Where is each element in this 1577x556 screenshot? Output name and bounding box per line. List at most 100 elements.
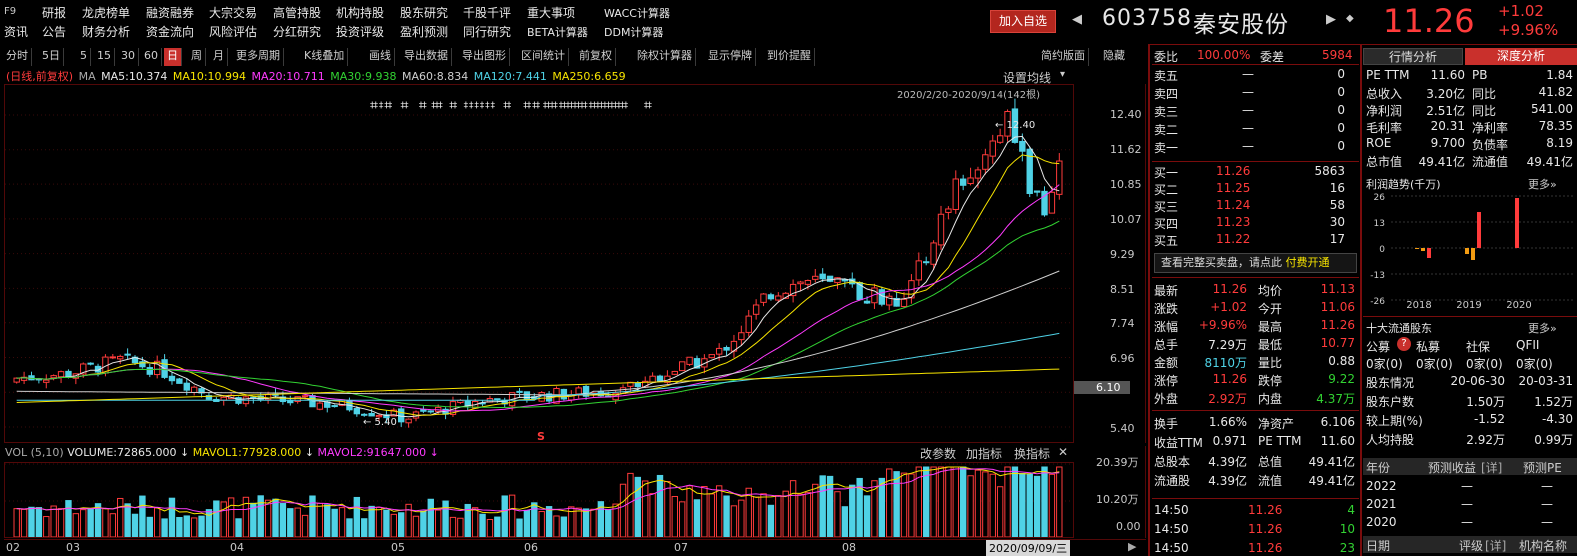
volume-bar bbox=[782, 490, 789, 537]
price-tick: 7.74 bbox=[1110, 317, 1135, 330]
simple-layout-button[interactable]: 简约版面 bbox=[1038, 48, 1089, 66]
kline-chart-svg[interactable]: ← 12.40 ← 5.40 S bbox=[5, 85, 1073, 442]
range-stats-button[interactable]: 区间统计 bbox=[518, 48, 569, 66]
tab-5min[interactable]: 5 bbox=[77, 48, 91, 66]
order-label: 买五 bbox=[1154, 234, 1179, 248]
menu-item[interactable]: 分红研究 bbox=[273, 25, 322, 39]
menu-item[interactable]: 龙虎榜单 bbox=[82, 6, 131, 20]
export-image-button[interactable]: 导出图形 bbox=[459, 48, 510, 66]
help-icon[interactable]: ? bbox=[1397, 337, 1411, 351]
tab-daily[interactable]: 日 bbox=[164, 48, 182, 66]
volume-bar bbox=[346, 518, 353, 537]
volume-bar bbox=[205, 509, 213, 537]
candle-body bbox=[1041, 190, 1048, 216]
scroll-right-icon[interactable]: ▶ bbox=[1128, 540, 1137, 553]
order-volume: 0 bbox=[1337, 67, 1345, 81]
menu-item[interactable]: 研报 bbox=[42, 6, 67, 20]
holders-more-link[interactable]: 更多» bbox=[1528, 322, 1557, 335]
volume-bar bbox=[856, 477, 863, 537]
candle-body bbox=[797, 281, 804, 285]
next-stock-icon[interactable]: ▶ bbox=[1326, 12, 1336, 27]
holder-type[interactable]: 社保 bbox=[1466, 340, 1491, 354]
menu-item[interactable]: WACC计算器 bbox=[604, 7, 670, 20]
close-icon[interactable]: ✕ bbox=[1058, 445, 1069, 459]
menu-item[interactable]: 机构持股 bbox=[336, 6, 385, 20]
volume-chart-area[interactable] bbox=[4, 462, 1074, 538]
profit-more-link[interactable]: 更多» bbox=[1528, 178, 1557, 191]
quote-value: +1.02 bbox=[1210, 300, 1247, 314]
sell-marker[interactable]: S bbox=[537, 430, 545, 442]
menu-item[interactable]: 高管持股 bbox=[273, 6, 322, 20]
candle-body bbox=[945, 208, 952, 213]
add-watchlist-button[interactable]: 加入自选 bbox=[990, 10, 1056, 33]
volume-bar bbox=[272, 498, 279, 537]
menu-item[interactable]: 资讯 bbox=[4, 25, 29, 39]
ex-rights-calculator-button[interactable]: 除权计算器 bbox=[634, 48, 696, 66]
volume-bar bbox=[501, 495, 508, 537]
menu-item[interactable]: DDM计算器 bbox=[604, 26, 664, 39]
stock-menu-icon[interactable]: ◆ bbox=[1346, 13, 1354, 24]
menu-item[interactable]: 盈利预测 bbox=[400, 25, 449, 39]
tab-deep-analysis[interactable]: 深度分析 bbox=[1465, 48, 1577, 65]
weibi-value: 100.00% bbox=[1197, 48, 1251, 62]
volume-bar bbox=[368, 505, 375, 537]
event-markers[interactable]: ‡‡ ‡ ‡‡ ‡‡ ‡‡ ‡‡‡ ‡‡ ‡ ‡ ‡ ‡ ‡ ‡ ‡‡ ‡‡ ‡… bbox=[370, 101, 652, 111]
menu-item[interactable]: 重大事项 bbox=[527, 6, 576, 20]
menu-item[interactable]: 公告 bbox=[42, 25, 67, 39]
menu-item[interactable]: 同行研究 bbox=[463, 25, 512, 39]
kline-chart-area[interactable]: ← 12.40 ← 5.40 S bbox=[4, 84, 1074, 443]
hide-button[interactable]: 隐藏 bbox=[1103, 49, 1125, 62]
candle-body bbox=[634, 382, 642, 387]
tab-intraday[interactable]: 分时 bbox=[3, 48, 32, 66]
volume-bar bbox=[398, 512, 405, 537]
holder-info-value: -4.30 bbox=[1541, 412, 1573, 426]
candle-body bbox=[353, 408, 361, 415]
tab-15min[interactable]: 15 bbox=[94, 48, 115, 66]
menu-item[interactable]: 大宗交易 bbox=[209, 6, 258, 20]
chevron-down-icon[interactable]: ▾ bbox=[1060, 69, 1066, 80]
ma-settings-dropdown[interactable]: 设置均线 bbox=[1003, 71, 1052, 85]
menu-item[interactable]: 千股千评 bbox=[463, 6, 512, 20]
switch-indicator-button[interactable]: 换指标 bbox=[1014, 447, 1051, 461]
tab-5day[interactable]: 5日 bbox=[39, 48, 64, 66]
holder-type[interactable]: QFII bbox=[1516, 338, 1540, 352]
candle-body bbox=[752, 304, 760, 315]
candle-body bbox=[124, 353, 131, 356]
holder-type[interactable]: 私募 bbox=[1416, 340, 1441, 354]
tab-weekly[interactable]: 周 bbox=[188, 48, 206, 66]
kline-overlay-dropdown[interactable]: K线叠加 bbox=[301, 48, 349, 66]
rating-detail-link[interactable]: [详] bbox=[1485, 539, 1507, 553]
holder-type[interactable]: 公募 bbox=[1366, 340, 1391, 354]
forecast-detail-link[interactable]: [详] bbox=[1481, 461, 1503, 475]
volume-bar bbox=[775, 495, 782, 537]
tab-60min[interactable]: 60 bbox=[141, 48, 162, 66]
profit-year-label: 2019 bbox=[1456, 300, 1481, 310]
quote-value: 11.13 bbox=[1320, 282, 1355, 296]
tab-monthly[interactable]: 月 bbox=[210, 48, 228, 66]
edit-params-button[interactable]: 改参数 bbox=[920, 447, 957, 461]
tab-30min[interactable]: 30 bbox=[118, 48, 139, 66]
menu-item[interactable]: 资金流向 bbox=[146, 25, 195, 39]
volume-chart-svg[interactable] bbox=[5, 463, 1073, 537]
export-data-button[interactable]: 导出数据 bbox=[401, 48, 452, 66]
candle-body bbox=[886, 295, 893, 306]
price-alert-button[interactable]: 到价提醒 bbox=[764, 48, 815, 66]
menu-item[interactable]: 融资融券 bbox=[146, 6, 195, 20]
menu-item[interactable]: 财务分析 bbox=[82, 25, 131, 39]
quote-value: 10.77 bbox=[1320, 336, 1355, 350]
menu-item[interactable]: BETA计算器 bbox=[527, 26, 588, 39]
menu-item[interactable]: 投资评级 bbox=[336, 25, 385, 39]
adjust-dropdown[interactable]: 前复权 bbox=[576, 48, 616, 66]
menu-item[interactable]: 风险评估 bbox=[209, 25, 258, 39]
prev-stock-icon[interactable]: ◀ bbox=[1072, 12, 1082, 27]
tab-market-analysis[interactable]: 行情分析 bbox=[1363, 48, 1463, 65]
more-periods-dropdown[interactable]: 更多周期 bbox=[233, 48, 284, 66]
menu-item[interactable]: 股东研究 bbox=[400, 6, 449, 20]
add-indicator-button[interactable]: 加指标 bbox=[966, 447, 1003, 461]
pay-link[interactable]: 付费开通 bbox=[1285, 256, 1330, 269]
show-suspension-button[interactable]: 显示停牌 bbox=[705, 48, 756, 66]
draw-line-button[interactable]: 画线 bbox=[366, 48, 395, 66]
full-depth-notice[interactable]: 查看完整买卖盘，请点此 付费开通 bbox=[1154, 253, 1357, 273]
volume-bar bbox=[671, 496, 678, 537]
metric-label: PB bbox=[1472, 68, 1488, 82]
